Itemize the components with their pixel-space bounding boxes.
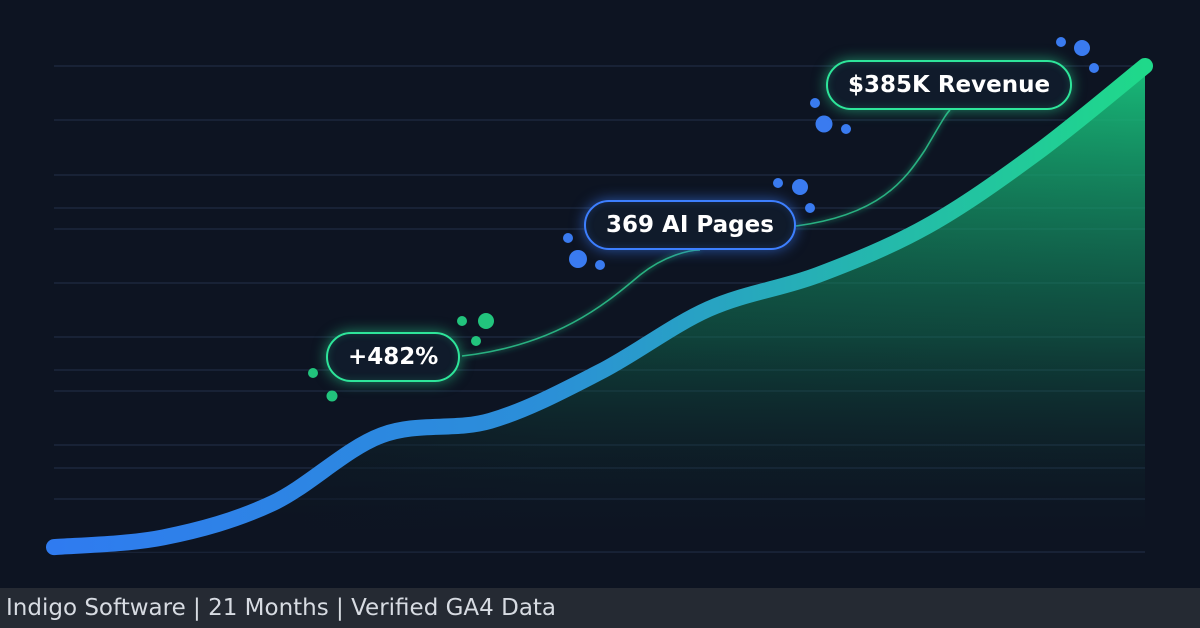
dot <box>563 233 573 243</box>
callout-revenue: $385K Revenue <box>826 60 1073 110</box>
decorative-dots <box>308 37 1099 402</box>
dot <box>308 368 318 378</box>
connector-1 <box>461 249 701 357</box>
growth-area-fade <box>54 66 1145 552</box>
dot <box>810 98 820 108</box>
callout-growth-percent: +482% <box>326 332 461 382</box>
dot <box>841 124 851 134</box>
callout-connectors <box>461 109 951 357</box>
dot <box>815 115 833 133</box>
callout-ai-pages: 369 AI Pages <box>584 200 796 250</box>
dot <box>805 203 815 213</box>
dot <box>326 390 338 402</box>
growth-chart <box>46 37 1153 556</box>
dot <box>595 260 605 270</box>
dot <box>1074 40 1090 56</box>
growth-line <box>46 58 1153 556</box>
dot <box>792 179 808 195</box>
dot <box>569 250 587 268</box>
dot <box>773 178 783 188</box>
dot <box>478 313 494 329</box>
dot <box>1089 63 1099 73</box>
dot <box>471 336 481 346</box>
connector-2 <box>795 109 951 227</box>
dot <box>1056 37 1066 47</box>
dot <box>457 316 467 326</box>
footer-caption: Indigo Software | 21 Months | Verified G… <box>0 588 1200 628</box>
